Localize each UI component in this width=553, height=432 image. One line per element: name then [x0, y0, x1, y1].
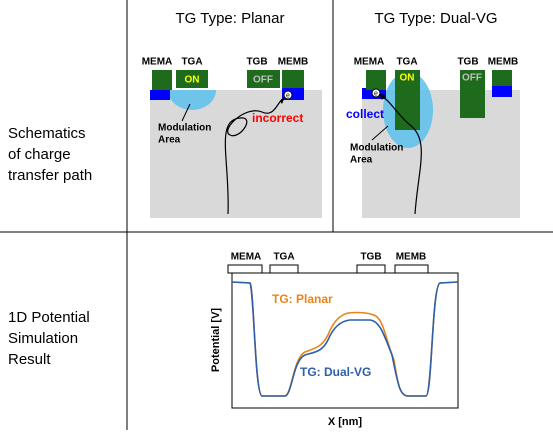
- header: TG Type: Planar: [176, 10, 285, 27]
- label: MEMB: [396, 252, 427, 263]
- label: MEMA: [142, 57, 173, 68]
- note: incorrect: [252, 111, 303, 125]
- row-label: 1D Potential: [8, 309, 90, 326]
- shape: [270, 265, 298, 273]
- label: TGB: [360, 252, 381, 263]
- row-label: transfer path: [8, 167, 92, 184]
- row-label: of charge: [8, 146, 71, 163]
- shape: [282, 70, 304, 90]
- shape: [395, 265, 428, 273]
- label: MEMB: [488, 57, 519, 68]
- row-label: Simulation: [8, 330, 78, 347]
- shape: [492, 86, 512, 97]
- label: TGA: [273, 252, 294, 263]
- label: Modulation: [350, 143, 403, 154]
- row-label: Result: [8, 351, 51, 368]
- label: TGA: [181, 57, 202, 68]
- note: collect: [346, 107, 384, 121]
- label: MEMA: [231, 252, 262, 263]
- label: MEMA: [354, 57, 385, 68]
- shape: [366, 70, 386, 90]
- shape: e: [374, 90, 378, 97]
- y-axis-label: Potential [V]: [210, 308, 222, 373]
- shape: [232, 273, 458, 408]
- shape: [228, 265, 458, 408]
- series-label: TG: Dual-VG: [300, 365, 371, 379]
- label: MEMB: [278, 57, 309, 68]
- shape: [150, 90, 170, 100]
- on-label: ON: [185, 75, 200, 86]
- series-label: TG: Planar: [272, 292, 333, 306]
- off-label: OFF: [462, 73, 482, 84]
- label: TGB: [246, 57, 267, 68]
- shape: [152, 70, 172, 90]
- label: Modulation: [158, 123, 211, 134]
- label: TGB: [457, 57, 478, 68]
- row-label: Schematics: [8, 125, 86, 142]
- shape: [357, 265, 385, 273]
- simulation-plot: MEMA TGA TGB MEMB TG: Planar TG: Dual-VG…: [210, 252, 458, 428]
- off-label: OFF: [253, 75, 273, 86]
- shape: [150, 90, 322, 218]
- planar-schematic: ON OFF e MEMA TGA TGB MEMB Modulation Ar…: [142, 57, 322, 218]
- figure: TG Type: Planar TG Type: Dual-VG Schemat…: [0, 0, 553, 432]
- shape: e: [286, 92, 290, 99]
- header: TG Type: Dual-VG: [374, 10, 497, 27]
- label: Area: [158, 135, 181, 146]
- shape: [228, 265, 262, 273]
- label: TGA: [396, 57, 417, 68]
- x-axis-label: X [nm]: [328, 416, 363, 428]
- label: Area: [350, 155, 373, 166]
- on-label: ON: [400, 73, 415, 84]
- dual-vg-schematic: ON OFF e MEMA TGA TGB MEMB collect Modul…: [346, 57, 520, 218]
